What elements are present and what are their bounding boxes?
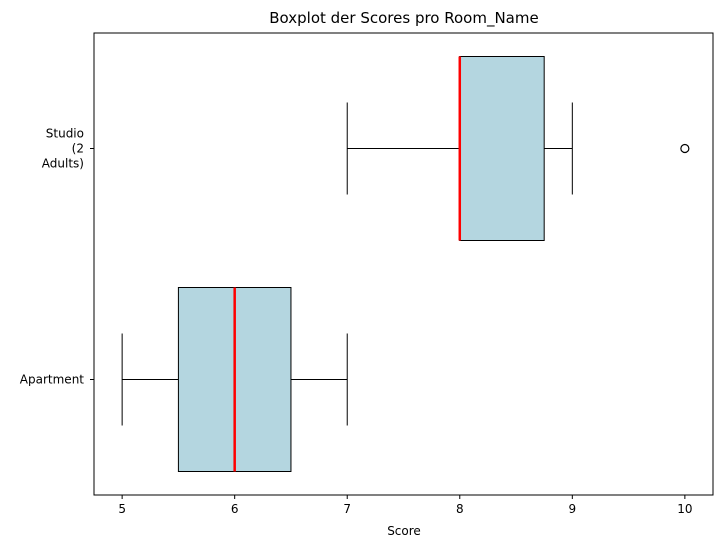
outlier-cat1-0	[680, 143, 690, 154]
plot-area: 5 6 7 8 9 10 Apartment Studio (2 Adults)	[20, 56, 693, 516]
x-axis-label: Score	[387, 524, 421, 538]
x-tick-label-7: 7	[343, 502, 351, 516]
y-tick-label-1: Studio (2 Adults)	[42, 127, 84, 171]
plot-frame	[93, 32, 714, 496]
box-cat1	[459, 56, 545, 241]
x-tick-label-8: 8	[456, 502, 464, 516]
y-tick-label-line: Studio	[46, 127, 84, 141]
chart-title: Boxplot der Scores pro Room_Name	[269, 9, 538, 28]
x-tick-label-9: 9	[568, 502, 576, 516]
x-tick-label-5: 5	[118, 502, 126, 516]
x-tick-label-10: 10	[677, 502, 692, 516]
y-tick-label-line: Apartment	[20, 373, 84, 387]
y-tick-label-0: Apartment	[20, 373, 84, 387]
y-tick-label-line: (2	[72, 142, 84, 156]
x-tick-label-6: 6	[231, 502, 239, 516]
y-tick-label-line: Adults)	[42, 157, 84, 171]
